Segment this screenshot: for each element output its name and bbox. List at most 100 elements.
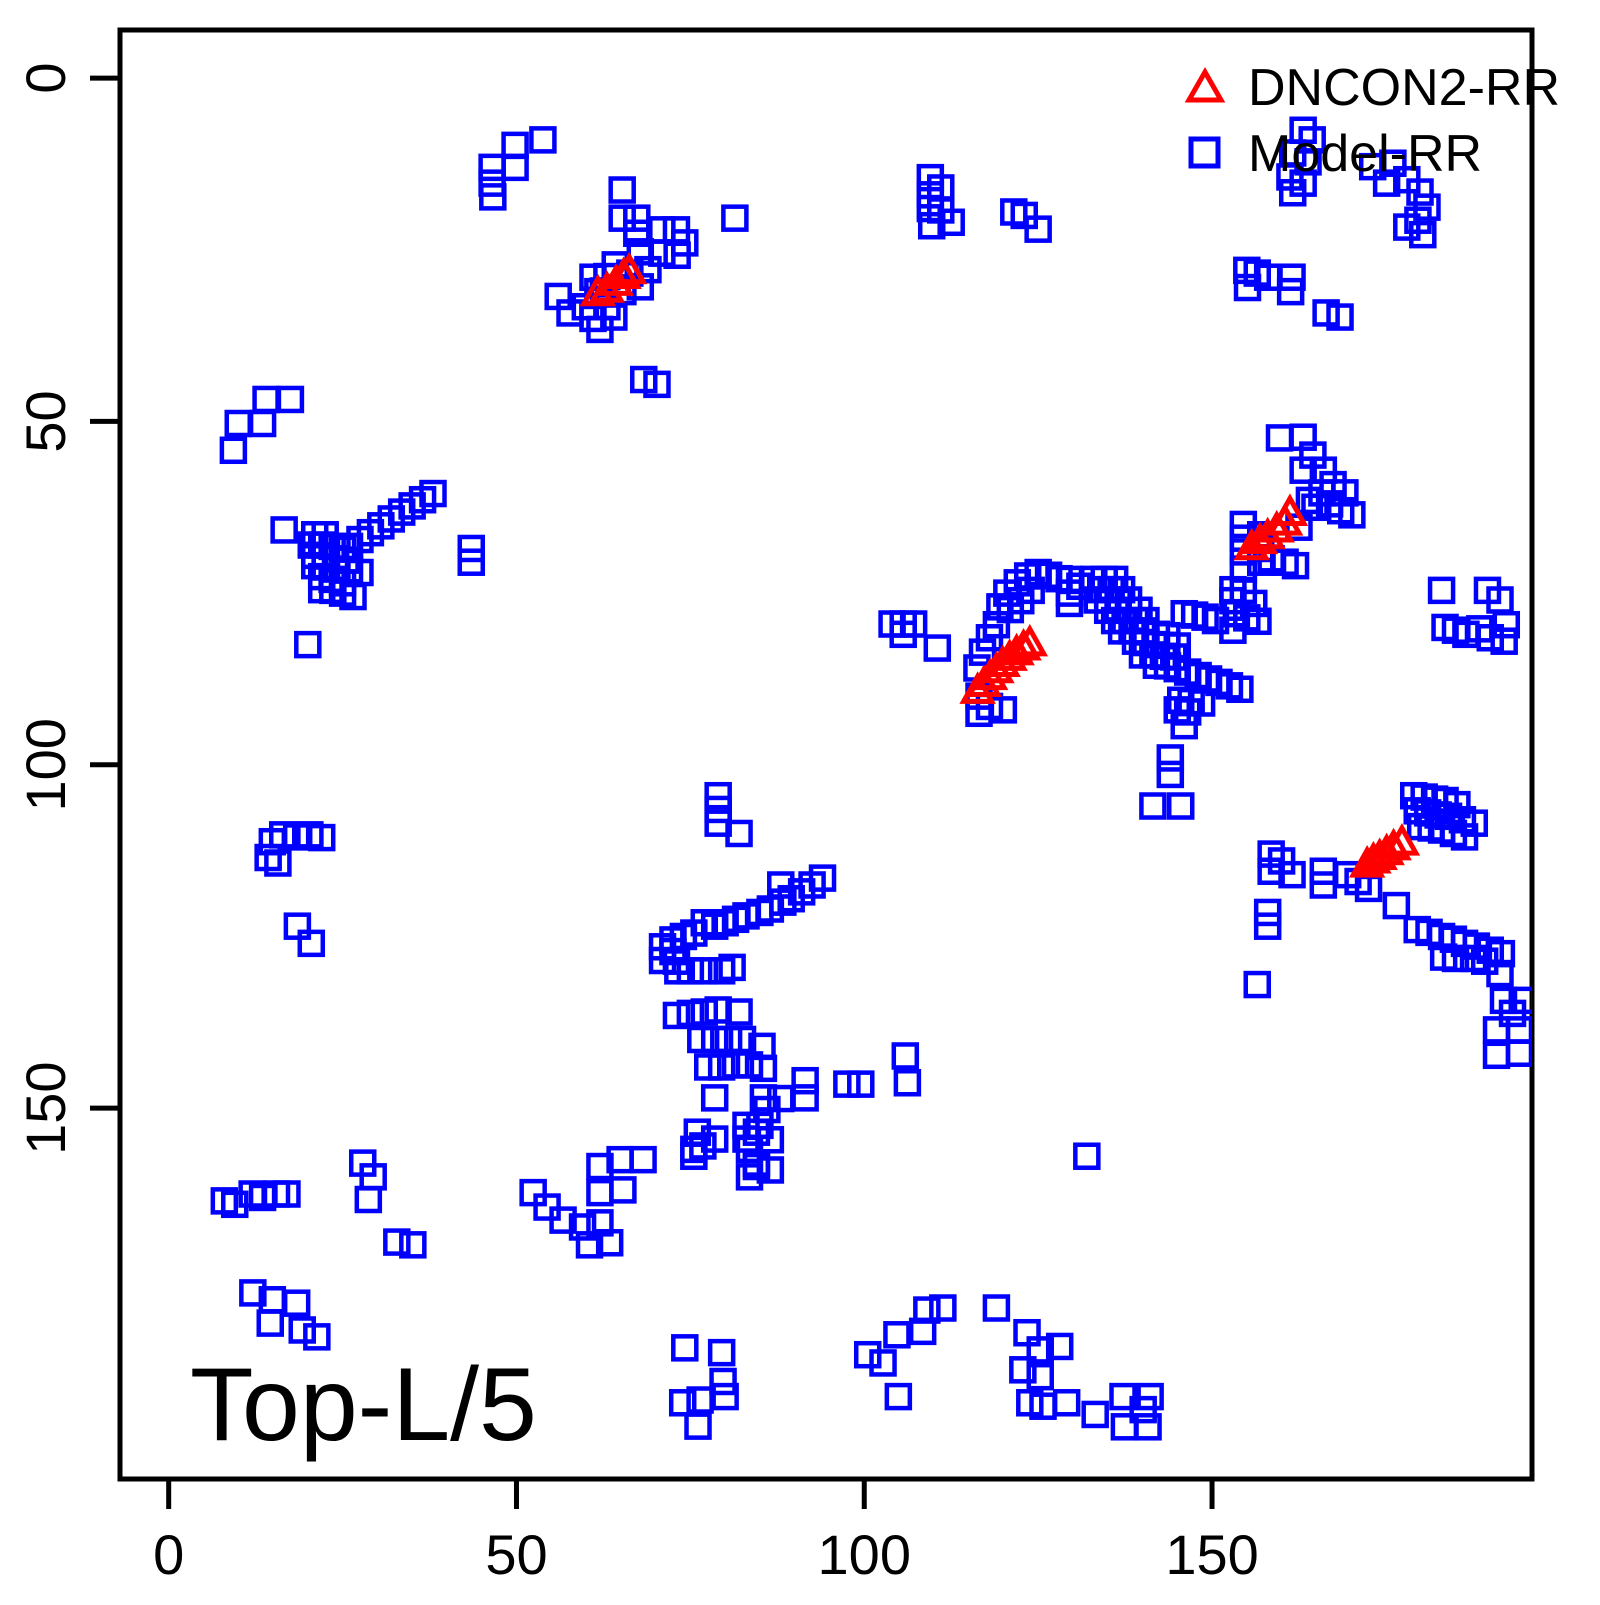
scatter-point-model-rr xyxy=(707,1338,736,1367)
scatter-point-model-rr xyxy=(568,1213,597,1241)
scatter-point-model-rr xyxy=(853,1340,882,1369)
scatter-point-model-rr xyxy=(270,516,298,544)
plot-border xyxy=(117,27,1535,1482)
scatter-point-model-rr xyxy=(1372,169,1401,197)
scatter-point-model-rr xyxy=(399,1231,427,1259)
x-tick-label: 150 xyxy=(1165,1523,1258,1586)
scatter-point-model-rr xyxy=(700,1084,729,1112)
scatter-point-model-rr xyxy=(1498,999,1527,1028)
y-tick-label: 50 xyxy=(14,390,77,452)
scatter-point-model-rr xyxy=(680,1142,708,1170)
scatter-point-model-rr xyxy=(1052,1389,1081,1417)
data-points xyxy=(210,116,1532,1441)
scatter-point-model-rr xyxy=(643,370,671,399)
scatter-point-dncon2-rr xyxy=(1375,827,1412,861)
scatter-point-model-rr xyxy=(219,436,248,465)
scatter-point-model-rr xyxy=(1134,1413,1162,1441)
scatter-point-model-rr xyxy=(676,999,705,1028)
scatter-point-model-rr xyxy=(457,548,486,576)
scatter-point-model-rr xyxy=(929,1294,957,1322)
scatter-point-model-rr xyxy=(1045,1332,1074,1361)
scatter-point-model-rr xyxy=(690,957,719,985)
scatter-point-model-rr xyxy=(1166,792,1195,820)
scatter-point-model-rr xyxy=(297,929,326,958)
scatter-point-model-rr xyxy=(937,208,965,237)
y-tick-label: 150 xyxy=(14,1061,77,1154)
scatter-point-model-rr xyxy=(694,1053,722,1081)
scatter-point-model-rr xyxy=(1243,970,1272,999)
x-tick-label: 100 xyxy=(818,1523,911,1586)
scatter-point-model-rr xyxy=(648,239,676,267)
scatter-point-model-rr xyxy=(721,204,749,232)
scatter-point-model-rr xyxy=(1081,1400,1109,1429)
scatter-point-model-rr xyxy=(1487,939,1516,968)
scatter-point-model-rr xyxy=(1301,493,1329,522)
scatter-point-model-rr xyxy=(728,1025,757,1054)
scatter-point-model-rr xyxy=(629,1145,657,1174)
scatter-point-model-rr xyxy=(718,953,746,982)
scatter-point-model-rr xyxy=(1253,912,1282,940)
scatter-point-model-rr xyxy=(248,409,277,438)
scatter-point-model-rr xyxy=(501,131,529,160)
scatter-point-model-rr xyxy=(264,849,292,877)
scatter-point-model-rr xyxy=(307,823,336,852)
scatter-point-model-rr xyxy=(884,1382,913,1411)
scatter-point-model-rr xyxy=(1492,610,1521,639)
scatter-point-model-rr xyxy=(1129,1395,1157,1424)
x-tick-label: 50 xyxy=(485,1523,547,1586)
scatter-point-model-rr xyxy=(725,998,753,1026)
scatter-point-model-rr xyxy=(224,409,252,438)
scatter-point-model-rr xyxy=(756,1126,785,1154)
scatter-point-model-rr xyxy=(1482,1041,1511,1070)
scatter-point-model-rr xyxy=(709,1367,737,1396)
legend-label-model: Model-RR xyxy=(1248,125,1482,183)
scatter-point-model-rr xyxy=(256,1309,284,1337)
scatter-point-model-rr xyxy=(889,620,917,649)
scatter-point-model-rr xyxy=(869,1349,897,1377)
scatter-point-model-rr xyxy=(1276,277,1305,306)
scatter-point-model-rr xyxy=(1226,675,1254,704)
scatter-point-model-rr xyxy=(283,912,312,940)
scatter-point-model-rr xyxy=(1312,299,1340,327)
scatter-point-model-rr xyxy=(791,1084,819,1112)
scatter-point-model-rr xyxy=(714,1025,743,1054)
scatter-point-dncon2-rr xyxy=(1005,627,1042,661)
scatter-point-model-rr xyxy=(1073,1142,1101,1170)
scatter-point-dncon2-rr xyxy=(610,251,648,285)
scatter-point-model-rr xyxy=(893,1069,922,1097)
scatter-point-model-rr xyxy=(1490,627,1518,655)
axis-ticks xyxy=(90,75,1215,1509)
scatter-point-model-rr xyxy=(608,176,636,204)
scatter-point-model-rr xyxy=(1278,179,1307,207)
scatter-point-dncon2-rr xyxy=(998,632,1035,666)
scatter-point-model-rr xyxy=(383,1228,411,1256)
scatter-point-model-rr xyxy=(917,211,946,240)
scatter-point-model-rr xyxy=(501,153,529,182)
scatter-point-model-rr xyxy=(749,1054,778,1083)
scatter-point-model-rr xyxy=(252,385,280,414)
scatter-point-model-rr xyxy=(478,153,506,182)
scatter-point-model-rr xyxy=(725,819,753,848)
scatter-point-model-rr xyxy=(1338,501,1366,529)
y-tick-label: 0 xyxy=(14,62,77,93)
scatter-point-model-rr xyxy=(239,1279,267,1307)
scatter-point-model-rr xyxy=(668,1389,697,1417)
legend-square-icon xyxy=(1188,136,1221,169)
scatter-point-model-rr xyxy=(833,1070,861,1098)
legend-label-dncon2: DNCON2-RR xyxy=(1248,59,1560,117)
scatter-point-model-rr xyxy=(883,1321,911,1349)
scatter-point-model-rr xyxy=(1009,1356,1037,1384)
scatter-point-model-rr xyxy=(595,1229,624,1257)
x-tick-label: 0 xyxy=(153,1523,184,1586)
scatter-point-model-rr xyxy=(700,1025,729,1054)
scatter-point-model-rr xyxy=(608,204,636,232)
scatter-point-model-rr xyxy=(1505,1016,1532,1044)
legend: DNCON2-RR Model-RR xyxy=(1184,59,1560,183)
scatter-point-model-rr xyxy=(711,1382,739,1411)
scatter-point-model-rr xyxy=(1281,551,1310,580)
scatter-point-model-rr xyxy=(687,1025,715,1054)
scatter-point-model-rr xyxy=(354,1185,383,1214)
scatter-point-model-rr xyxy=(339,582,367,611)
scatter-point-dncon2-rr xyxy=(1271,493,1309,526)
scatter-point-model-rr xyxy=(648,216,676,244)
